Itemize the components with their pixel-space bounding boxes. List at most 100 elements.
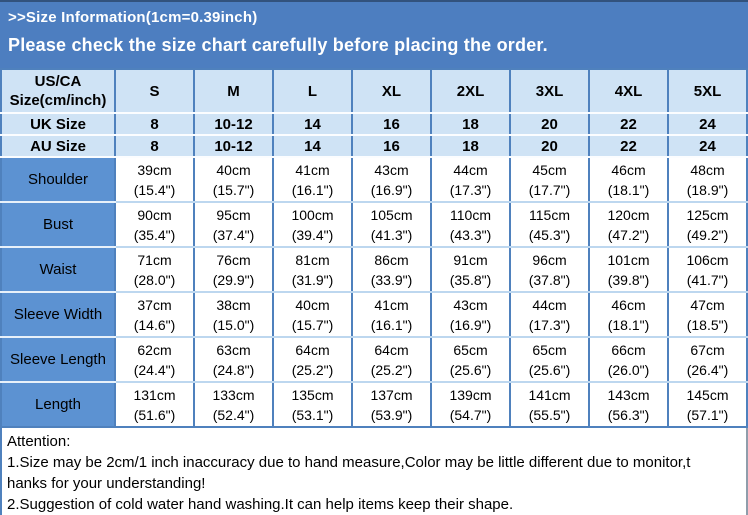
size-cell: 101cm (39.8") (589, 247, 669, 293)
row-label: Sleeve Width (1, 292, 116, 338)
size-cell: 65cm (25.6") (431, 337, 511, 383)
table-row: UK Size 8 10-12 14 16 18 20 22 24 (1, 113, 747, 136)
size-cell: 64cm (25.2") (273, 337, 353, 383)
size-cell: 22 (589, 113, 669, 136)
size-cell: 16 (352, 135, 432, 158)
size-cell: 81cm (31.9") (273, 247, 353, 293)
size-cell: 10-12 (194, 135, 274, 158)
size-cell: 24 (668, 113, 747, 136)
size-cell: 135cm (53.1") (273, 382, 353, 427)
size-table: US/CA Size(cm/inch) S M L XL 2XL 3XL 4XL 5XL UK S… (0, 68, 748, 428)
table-row: Length 131cm (51.6") 133cm (52.4") 135cm (5… (1, 382, 747, 427)
table-row: AU Size 8 10-12 14 16 18 20 22 24 (1, 135, 747, 158)
row-label: AU Size (1, 135, 116, 158)
size-cell: 66cm (26.0") (589, 337, 669, 383)
banner-title: >>Size Information(1cm=0.39inch) (8, 9, 258, 26)
column-header: XL (352, 69, 432, 114)
size-cell: 67cm (26.4") (668, 337, 747, 383)
size-cell: 38cm (15.0") (194, 292, 274, 338)
size-cell: 20 (510, 113, 590, 136)
size-cell: 106cm (41.7") (668, 247, 747, 293)
size-cell: 125cm (49.2") (668, 202, 747, 248)
row-label: Bust (1, 202, 116, 248)
size-cell: 65cm (25.6") (510, 337, 590, 383)
column-header: 4XL (589, 69, 669, 114)
row-label: Shoulder (1, 157, 116, 203)
size-cell: 39cm (15.4") (115, 157, 195, 203)
size-cell: 20 (510, 135, 590, 158)
size-cell: 41cm (16.1") (352, 292, 432, 338)
size-cell: 44cm (17.3") (510, 292, 590, 338)
column-header: M (194, 69, 274, 114)
size-cell: 105cm (41.3") (352, 202, 432, 248)
attention-note-2: 2.Suggestion of cold water hand washing.… (7, 496, 514, 513)
row-label: Sleeve Length (1, 337, 116, 383)
size-cell: 96cm (37.8") (510, 247, 590, 293)
size-cell: 43cm (16.9") (352, 157, 432, 203)
row-label: Waist (1, 247, 116, 293)
size-cell: 95cm (37.4") (194, 202, 274, 248)
size-cell: 8 (115, 113, 195, 136)
size-cell: 86cm (33.9") (352, 247, 432, 293)
column-header: 5XL (668, 69, 747, 114)
size-cell: 145cm (57.1") (668, 382, 747, 427)
size-cell: 137cm (53.9") (352, 382, 432, 427)
size-cell: 141cm (55.5") (510, 382, 590, 427)
size-cell: 40cm (15.7") (273, 292, 353, 338)
size-cell: 76cm (29.9") (194, 247, 274, 293)
size-cell: 14 (273, 113, 353, 136)
size-cell: 143cm (56.3") (589, 382, 669, 427)
size-cell: 46cm (18.1") (589, 157, 669, 203)
size-cell: 44cm (17.3") (431, 157, 511, 203)
size-cell: 90cm (35.4") (115, 202, 195, 248)
table-row: US/CA Size(cm/inch) S M L XL 2XL 3XL 4XL 5XL (1, 69, 747, 114)
size-cell: 47cm (18.5") (668, 292, 747, 338)
size-cell: 41cm (16.1") (273, 157, 353, 203)
size-cell: 24 (668, 135, 747, 158)
column-header: S (115, 69, 195, 114)
size-cell: 37cm (14.6") (115, 292, 195, 338)
size-cell: 22 (589, 135, 669, 158)
column-header: L (273, 69, 353, 114)
size-cell: 18 (431, 135, 511, 158)
size-cell: 16 (352, 113, 432, 136)
size-cell: 64cm (25.2") (352, 337, 432, 383)
size-cell: 48cm (18.9") (668, 157, 747, 203)
size-cell: 10-12 (194, 113, 274, 136)
size-cell: 45cm (17.7") (510, 157, 590, 203)
column-header: 3XL (510, 69, 590, 114)
table-row: Sleeve Length 62cm (24.4") 63cm (24.8") 64c… (1, 337, 747, 383)
attention-heading: Attention: (7, 433, 71, 450)
attention-note-1: 1.Size may be 2cm/1 inch inaccuracy due … (7, 454, 691, 471)
size-cell: 133cm (52.4") (194, 382, 274, 427)
size-cell: 14 (273, 135, 353, 158)
size-cell: 91cm (35.8") (431, 247, 511, 293)
size-cell: 40cm (15.7") (194, 157, 274, 203)
column-header: 2XL (431, 69, 511, 114)
size-cell: 131cm (51.6") (115, 382, 195, 427)
corner-header-cell: US/CA Size(cm/inch) (1, 69, 116, 114)
size-cell: 110cm (43.3") (431, 202, 511, 248)
size-cell: 71cm (28.0") (115, 247, 195, 293)
row-label: Length (1, 382, 116, 427)
size-cell: 46cm (18.1") (589, 292, 669, 338)
size-cell: 100cm (39.4") (273, 202, 353, 248)
table-row: Bust 90cm (35.4") 95cm (37.4") 100cm (39.4"… (1, 202, 747, 248)
banner: >>Size Information(1cm=0.39inch) Please … (0, 0, 748, 68)
attention-section: Attention: 1.Size may be 2cm/1 inch inac… (0, 428, 748, 515)
attention-note-1-cont: hanks for your understanding! (7, 475, 206, 492)
table-row: Waist 71cm (28.0") 76cm (29.9") 81cm (31.9"… (1, 247, 747, 293)
table-row: Shoulder 39cm (15.4") 40cm (15.7") 41cm (16… (1, 157, 747, 203)
size-cell: 115cm (45.3") (510, 202, 590, 248)
size-cell: 18 (431, 113, 511, 136)
size-cell: 120cm (47.2") (589, 202, 669, 248)
size-cell: 139cm (54.7") (431, 382, 511, 427)
table-row: Sleeve Width 37cm (14.6") 38cm (15.0") 40cm… (1, 292, 747, 338)
size-cell: 62cm (24.4") (115, 337, 195, 383)
size-cell: 43cm (16.9") (431, 292, 511, 338)
size-cell: 8 (115, 135, 195, 158)
size-cell: 63cm (24.8") (194, 337, 274, 383)
banner-subtitle: Please check the size chart carefully be… (8, 35, 548, 55)
row-label: UK Size (1, 113, 116, 136)
